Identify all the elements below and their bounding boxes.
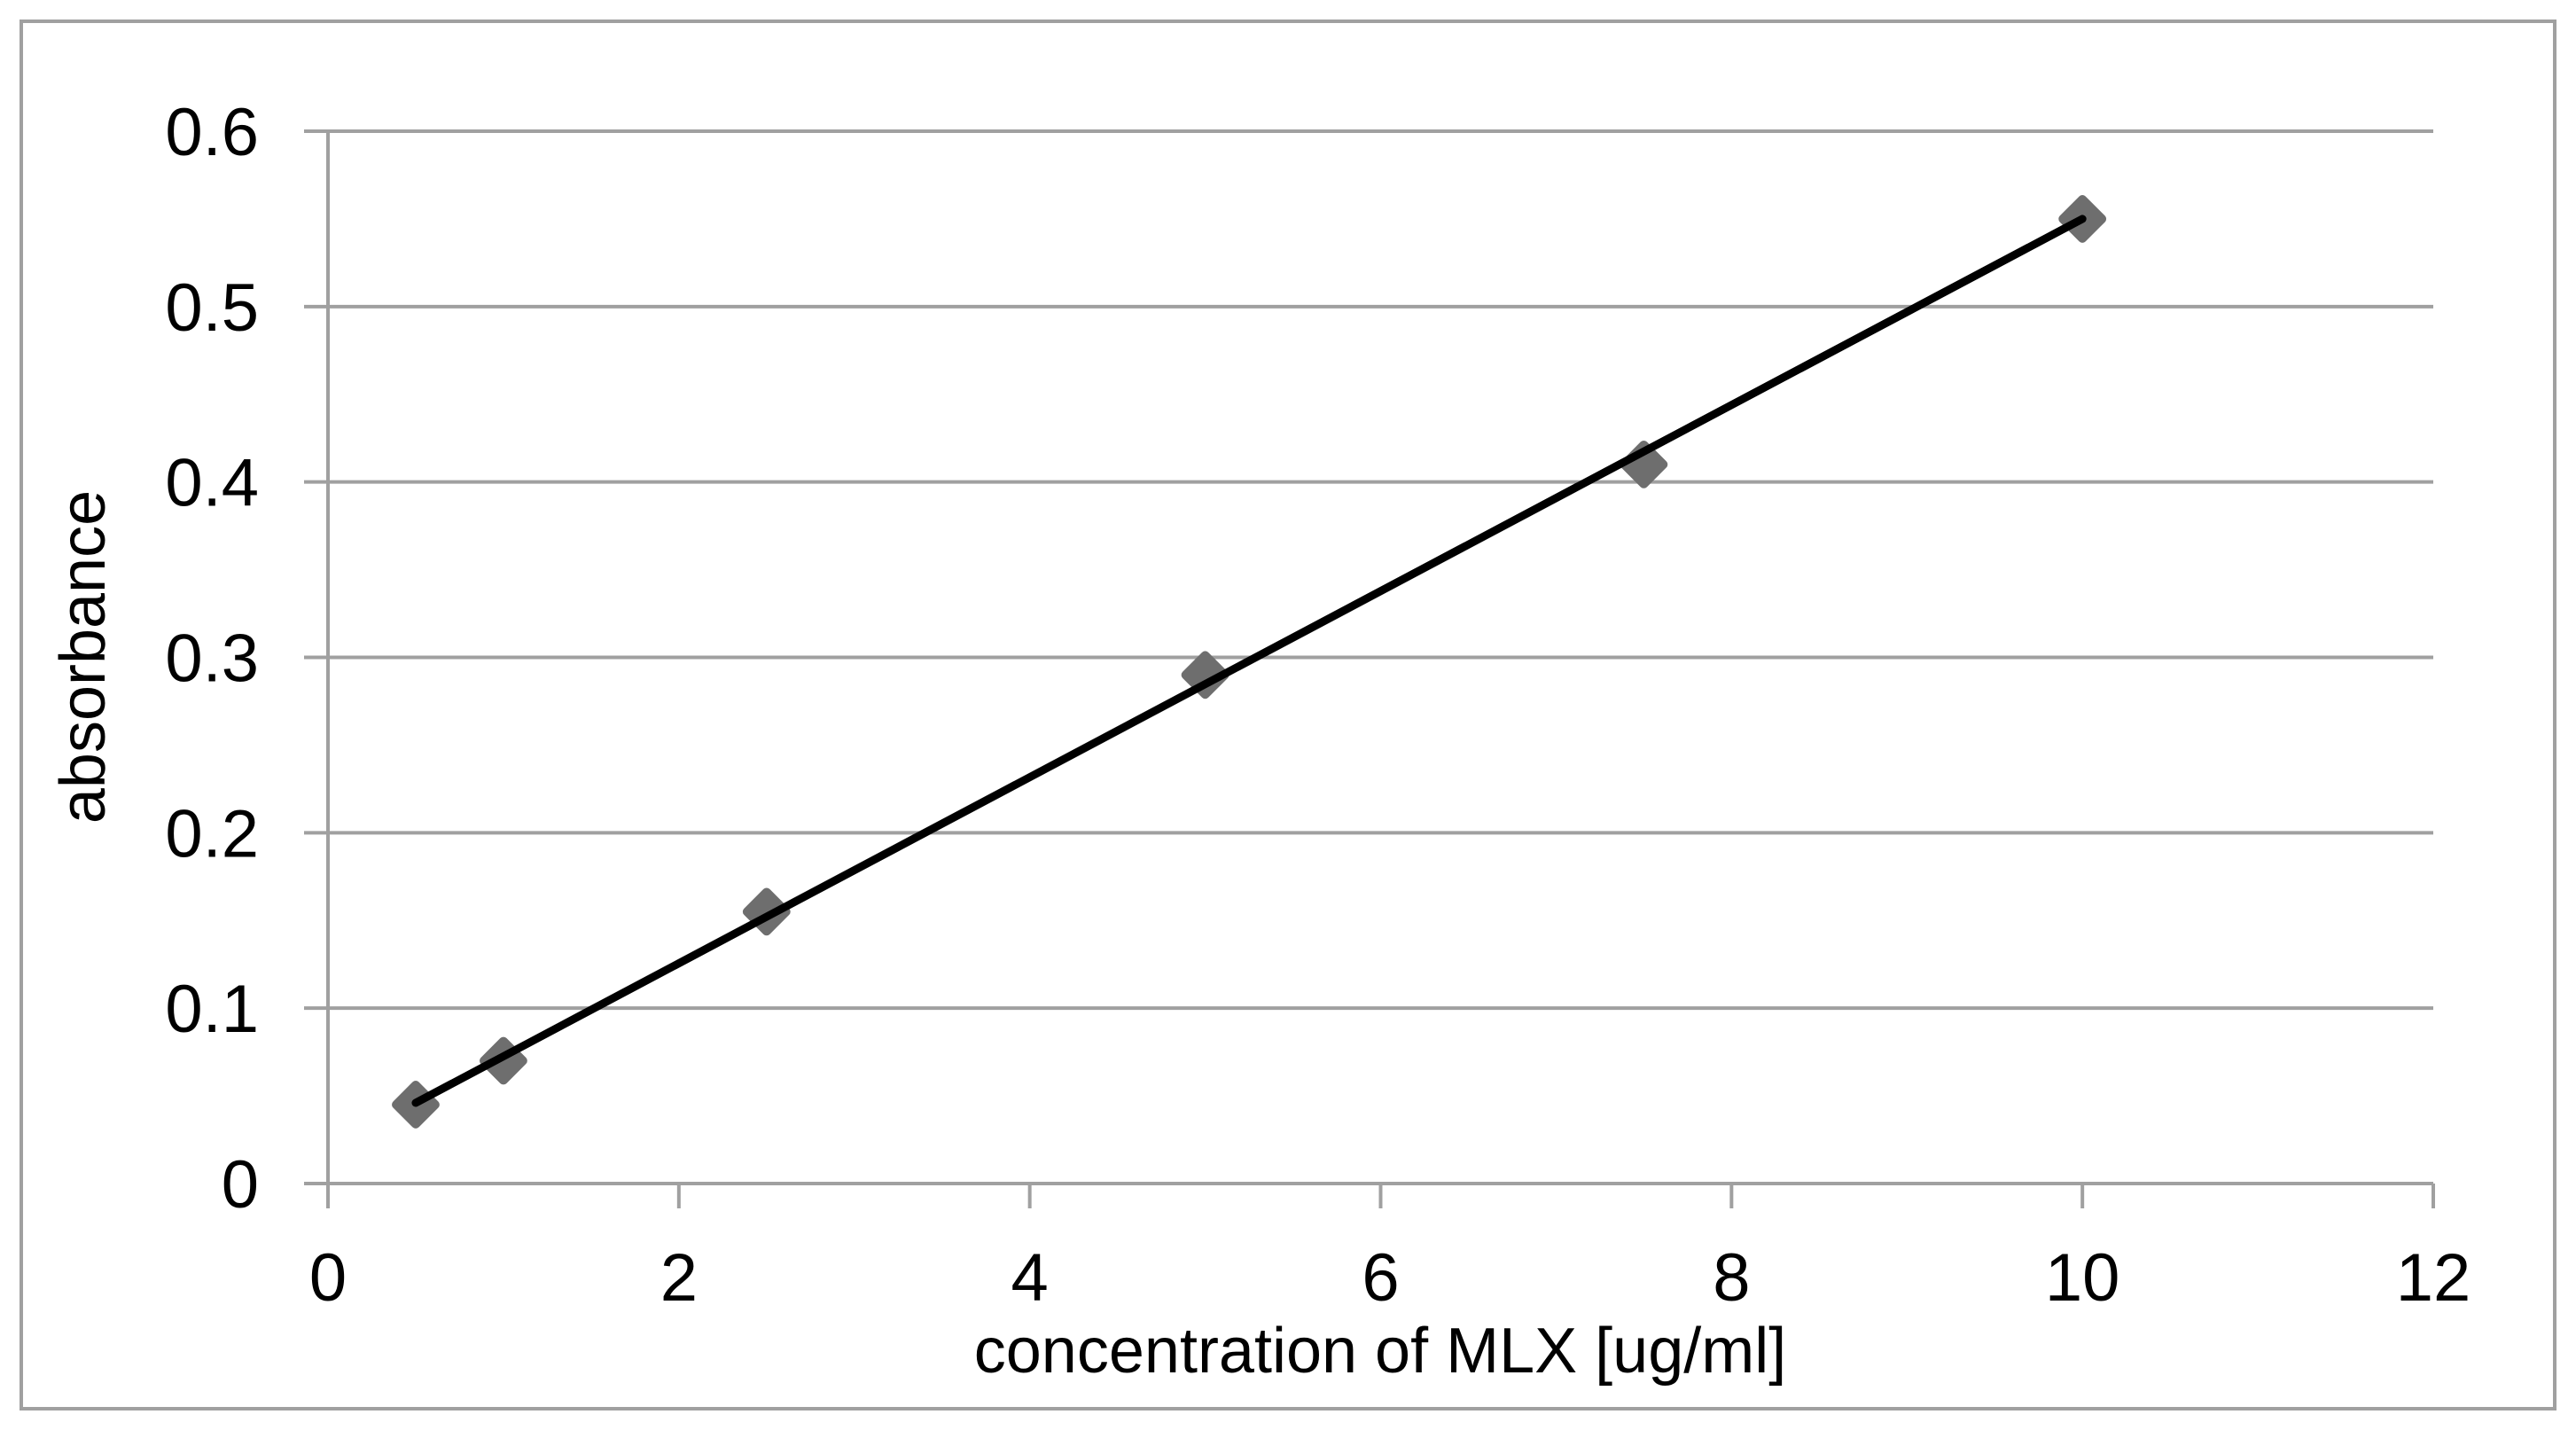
x-tick-label: 0: [309, 1240, 347, 1316]
y-tick-label: 0: [222, 1147, 259, 1223]
trendline: [411, 215, 2087, 1107]
y-tick-label: 0.5: [165, 270, 259, 346]
chart-border: [20, 20, 2556, 1410]
y-tick-label: 0.3: [165, 621, 259, 697]
x-tick-label: 8: [1713, 1240, 1750, 1316]
x-tick-label: 10: [2045, 1240, 2120, 1316]
tick-labels: 0 0.1 0.2 0.3 0.4 0.5 0.6 0 2 4 6 8 10 12: [165, 95, 2471, 1316]
y-tick-label: 0.6: [165, 95, 259, 170]
x-tick-label: 4: [1011, 1240, 1049, 1316]
x-tick-label: 12: [2396, 1240, 2471, 1316]
x-tick-label: 2: [660, 1240, 698, 1316]
axes: [326, 129, 2435, 1208]
y-axis-title: absorbance: [48, 490, 119, 824]
data-point-marker: [1620, 440, 1668, 488]
y-tick-label: 0.4: [165, 446, 259, 521]
x-tick-label: 6: [1362, 1240, 1399, 1316]
y-tick-label: 0.1: [165, 972, 259, 1047]
y-tick-label: 0.2: [165, 796, 259, 871]
x-axis-title: concentration of MLX [ug/ml]: [974, 1316, 1786, 1387]
gridlines: [304, 129, 2433, 1185]
trendline-group: [411, 215, 2087, 1107]
